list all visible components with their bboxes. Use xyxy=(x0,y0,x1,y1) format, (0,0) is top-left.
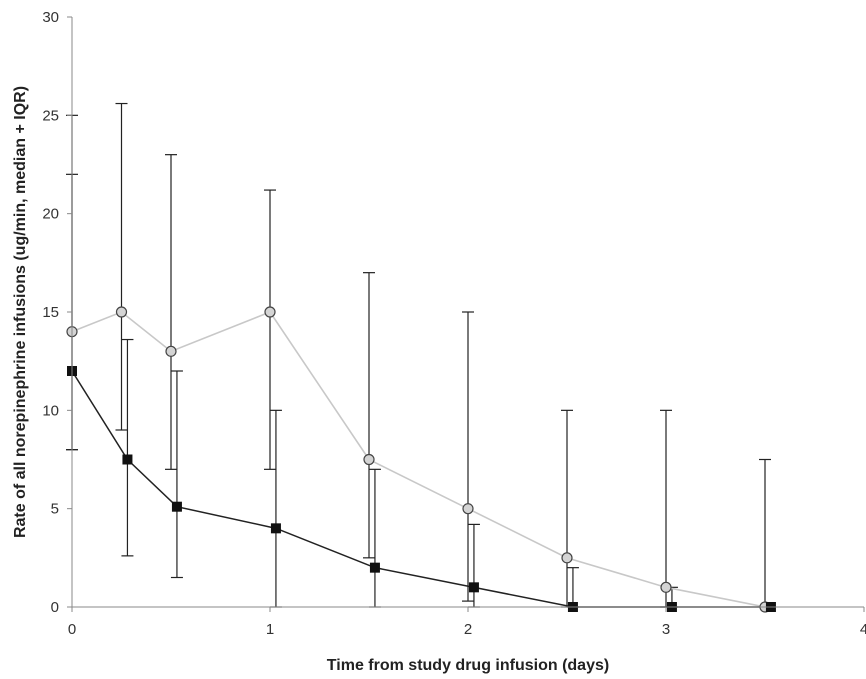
square-marker xyxy=(270,523,281,534)
x-tick-label: 2 xyxy=(464,621,472,638)
circle-marker xyxy=(462,503,474,515)
error-bars-layer xyxy=(66,102,771,608)
y-tick-label: 20 xyxy=(42,206,59,223)
circle-marker xyxy=(115,306,128,318)
square-marker xyxy=(171,501,182,512)
x-axis-title: Time from study drug infusion (days) xyxy=(327,657,609,674)
circle-marker xyxy=(264,306,276,318)
square-marker xyxy=(369,562,380,573)
x-tick-label: 1 xyxy=(266,621,274,638)
y-tick-label: 15 xyxy=(42,304,59,321)
series-line-1 xyxy=(71,311,766,608)
circle-marker xyxy=(561,552,573,564)
y-tick-label: 25 xyxy=(42,107,59,124)
circle-marker xyxy=(165,345,177,357)
markers-layer xyxy=(66,306,776,613)
y-tick-labels: 0 5 10 15 20 25 30 xyxy=(42,9,72,616)
x-tick-label: 4 xyxy=(860,621,866,638)
x-tick-label: 0 xyxy=(68,621,76,638)
y-axis-title: Rate of all norepinephrine infusions (ug… xyxy=(12,86,29,538)
y-tick-label: 10 xyxy=(42,402,59,419)
y-tick-label: 0 xyxy=(51,599,59,616)
y-tick-label: 5 xyxy=(51,501,59,518)
x-tick-labels: 0 1 2 3 4 xyxy=(68,607,866,638)
square-marker xyxy=(122,454,133,465)
y-tick-label: 30 xyxy=(42,9,59,26)
circle-marker xyxy=(363,453,375,466)
square-marker xyxy=(468,582,479,593)
x-tick-label: 3 xyxy=(662,621,670,638)
circle-marker xyxy=(660,581,672,593)
